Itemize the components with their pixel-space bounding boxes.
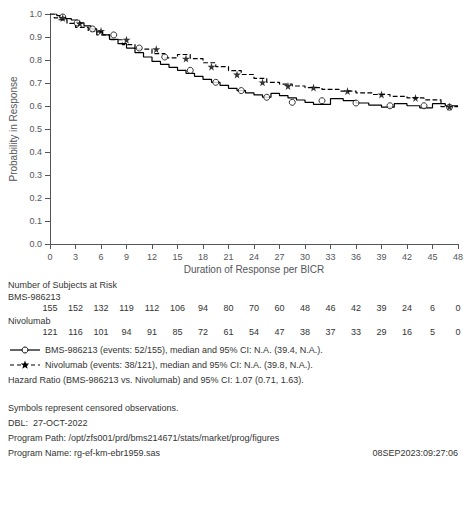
- svg-text:36: 36: [351, 252, 361, 262]
- svg-text:0.5: 0.5: [29, 124, 42, 134]
- svg-text:119: 119: [119, 303, 133, 313]
- svg-text:24: 24: [402, 303, 412, 313]
- svg-text:116: 116: [68, 327, 82, 337]
- svg-text:5: 5: [430, 327, 435, 337]
- svg-text:101: 101: [93, 327, 108, 337]
- svg-text:BMS-986213: BMS-986213: [8, 292, 61, 302]
- svg-text:0.3: 0.3: [29, 170, 42, 180]
- svg-text:152: 152: [68, 303, 83, 313]
- svg-text:3: 3: [73, 252, 78, 262]
- svg-text:72: 72: [198, 327, 208, 337]
- svg-text:9: 9: [124, 252, 129, 262]
- svg-text:48: 48: [453, 252, 463, 262]
- svg-text:08SEP2023:09:27:06: 08SEP2023:09:27:06: [372, 448, 458, 458]
- svg-text:Program Name: rg-ef-km-ebr1959: Program Name: rg-ef-km-ebr1959.sas: [8, 448, 161, 458]
- svg-text:39: 39: [376, 252, 386, 262]
- svg-text:0.9: 0.9: [29, 32, 42, 42]
- svg-text:0: 0: [455, 303, 460, 313]
- svg-text:106: 106: [170, 303, 185, 313]
- svg-text:15: 15: [172, 252, 182, 262]
- svg-text:42: 42: [351, 303, 361, 313]
- svg-text:91: 91: [147, 327, 157, 337]
- svg-text:38: 38: [300, 327, 310, 337]
- svg-text:0.2: 0.2: [29, 193, 42, 203]
- svg-text:BMS-986213 (events: 52/155), m: BMS-986213 (events: 52/155), median and …: [45, 345, 323, 355]
- svg-text:29: 29: [376, 327, 386, 337]
- svg-text:60: 60: [274, 303, 284, 313]
- svg-text:54: 54: [249, 327, 259, 337]
- svg-text:Probability in Response: Probability in Response: [8, 76, 19, 181]
- svg-text:0.8: 0.8: [29, 55, 42, 65]
- svg-text:121: 121: [42, 327, 57, 337]
- svg-text:132: 132: [93, 303, 108, 313]
- svg-text:0.7: 0.7: [29, 78, 42, 88]
- svg-text:Hazard Ratio (BMS-986213 vs. N: Hazard Ratio (BMS-986213 vs. Nivolumab) …: [8, 375, 304, 385]
- svg-text:47: 47: [274, 327, 284, 337]
- svg-text:85: 85: [172, 327, 182, 337]
- svg-text:48: 48: [300, 303, 310, 313]
- svg-text:0: 0: [455, 327, 460, 337]
- svg-text:94: 94: [198, 303, 208, 313]
- svg-text:45: 45: [427, 252, 437, 262]
- svg-text:6: 6: [98, 252, 103, 262]
- svg-text:Duration of Response per BICR: Duration of Response per BICR: [184, 264, 325, 275]
- svg-text:16: 16: [402, 327, 412, 337]
- svg-text:1.0: 1.0: [29, 9, 42, 19]
- svg-text:27: 27: [274, 252, 284, 262]
- svg-text:33: 33: [325, 252, 335, 262]
- svg-text:Symbols represent censored obs: Symbols represent censored observations.: [8, 403, 179, 413]
- svg-text:46: 46: [325, 303, 335, 313]
- svg-text:42: 42: [402, 252, 412, 262]
- svg-text:37: 37: [325, 327, 335, 337]
- svg-text:70: 70: [249, 303, 259, 313]
- svg-text:0.6: 0.6: [29, 101, 42, 111]
- svg-text:80: 80: [223, 303, 233, 313]
- svg-text:30: 30: [300, 252, 310, 262]
- svg-text:DBL: 27-OCT-2022: DBL: 27-OCT-2022: [8, 418, 88, 428]
- svg-text:Nivolumab (events: 38/121), me: Nivolumab (events: 38/121), median and 9…: [45, 360, 313, 370]
- svg-text:155: 155: [42, 303, 57, 313]
- svg-text:33: 33: [351, 327, 361, 337]
- svg-text:61: 61: [223, 327, 233, 337]
- svg-text:Program Path: /opt/zfs001/prd/: Program Path: /opt/zfs001/prd/bms214671/…: [8, 433, 280, 443]
- svg-text:Number of Subjects at Risk: Number of Subjects at Risk: [8, 280, 118, 290]
- svg-text:0.4: 0.4: [29, 147, 42, 157]
- svg-text:112: 112: [145, 303, 159, 313]
- svg-text:0.1: 0.1: [29, 216, 42, 226]
- svg-text:18: 18: [198, 252, 208, 262]
- svg-text:6: 6: [430, 303, 435, 313]
- svg-text:94: 94: [121, 327, 131, 337]
- svg-text:12: 12: [147, 252, 157, 262]
- svg-text:0: 0: [47, 252, 52, 262]
- svg-text:24: 24: [249, 252, 259, 262]
- svg-text:39: 39: [376, 303, 386, 313]
- svg-text:Nivolumab: Nivolumab: [8, 316, 51, 326]
- svg-text:21: 21: [223, 252, 233, 262]
- svg-text:0.0: 0.0: [29, 239, 42, 249]
